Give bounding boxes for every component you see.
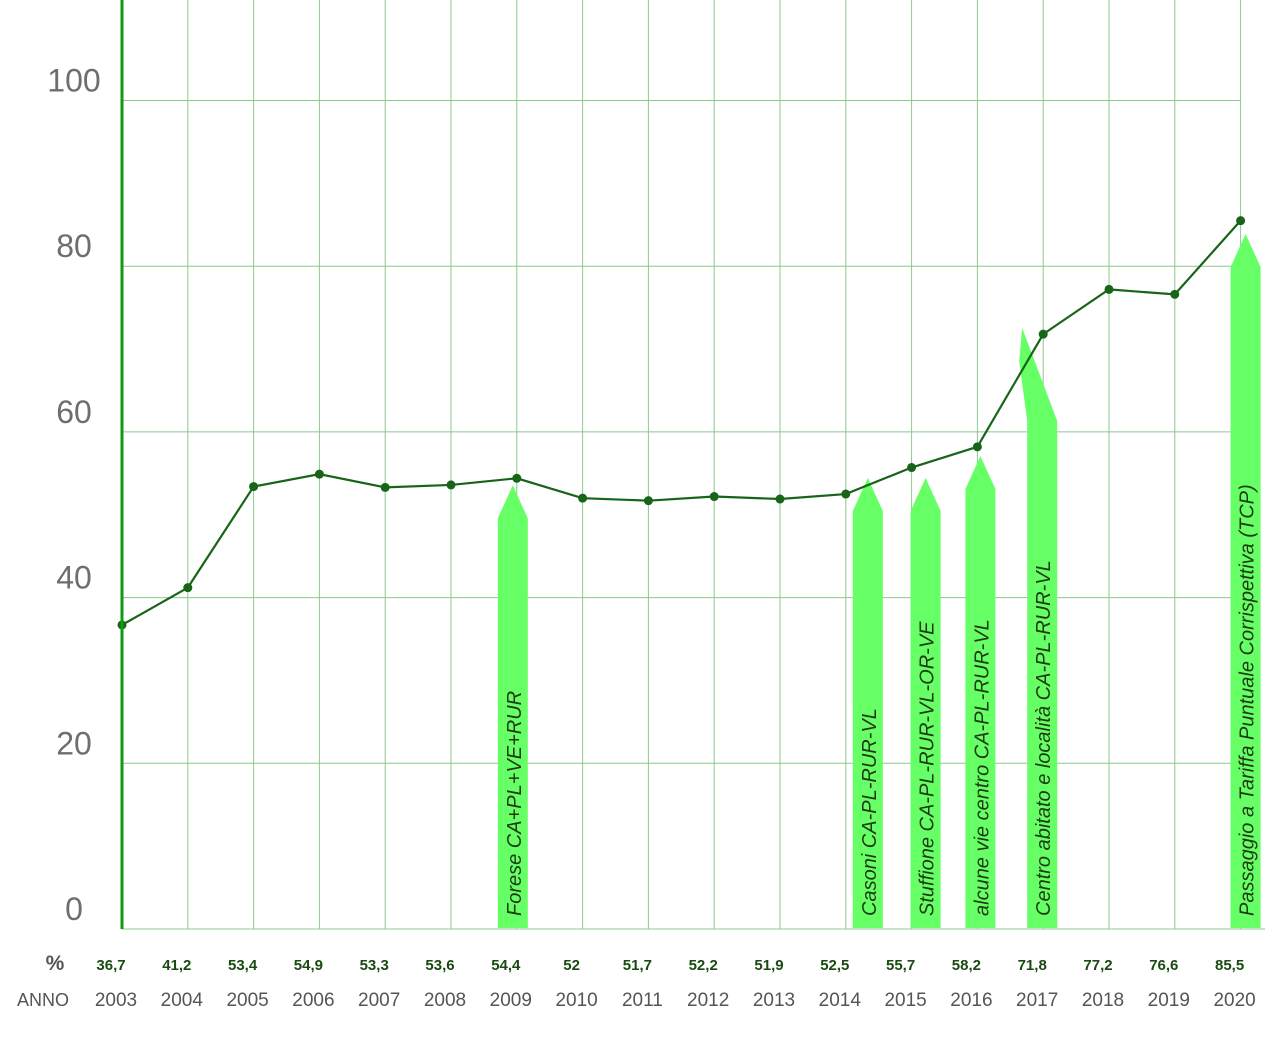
data-point <box>1170 289 1180 299</box>
data-point <box>907 463 917 473</box>
value-label: 85,5 <box>1215 957 1244 974</box>
y-tick-label: 40 <box>56 560 92 596</box>
series <box>117 216 1246 630</box>
year-label: 2015 <box>884 990 926 1011</box>
data-point <box>643 496 653 506</box>
data-point <box>578 493 588 503</box>
data-point <box>512 473 522 483</box>
annotation-label-tcp: Passaggio a Tariffa Puntuale Corrispetti… <box>1237 484 1259 916</box>
value-label: 51,9 <box>754 957 783 974</box>
value-label: 71,8 <box>1018 957 1047 974</box>
year-label: 2008 <box>424 990 466 1011</box>
value-label: 53,4 <box>228 957 258 974</box>
annotation-label-casoni: Casoni CA-PL-RUR-VL <box>859 708 881 916</box>
year-label: 2018 <box>1082 990 1124 1011</box>
annotation-arrow-stuffione <box>910 478 941 928</box>
grid <box>122 0 1265 930</box>
annotation-arrow-centro-abitato <box>1019 328 1058 928</box>
data-point <box>380 482 390 492</box>
value-label: 77,2 <box>1083 957 1112 974</box>
year-label: 2016 <box>950 990 992 1011</box>
value-label: 52 <box>563 957 580 974</box>
y-axis-ticks: 0 20 40 60 80 100 <box>47 63 100 928</box>
year-label: 2009 <box>490 990 532 1011</box>
data-point <box>841 489 851 499</box>
data-point <box>446 480 456 490</box>
value-label: 76,6 <box>1149 957 1178 974</box>
year-label: 2007 <box>358 990 400 1011</box>
data-point <box>1038 329 1048 339</box>
data-point <box>314 469 324 479</box>
year-label: 2006 <box>292 990 334 1011</box>
data-point <box>775 494 785 504</box>
percent-row-label: % <box>46 952 65 975</box>
y-tick-label: 100 <box>47 63 100 99</box>
value-label: 41,2 <box>162 957 191 974</box>
data-point <box>709 492 719 502</box>
y-tick-label: 0 <box>65 891 83 927</box>
annotation-label-stuffione: Stuffione CA-PL-RUR-VL-OR-VE <box>917 621 939 916</box>
year-label: 2010 <box>555 990 597 1011</box>
y-tick-label: 60 <box>56 394 92 430</box>
data-point <box>249 482 259 492</box>
data-point <box>1104 284 1114 294</box>
value-label: 58,2 <box>952 957 981 974</box>
value-row: % 36,7 41,2 53,4 54,9 53,3 53,6 54,4 52 51,7 52,2… <box>46 952 1245 975</box>
annotation-arrow-centro-vie <box>965 456 996 928</box>
annotation-arrow-forese <box>497 485 528 928</box>
year-label: 2013 <box>753 990 795 1011</box>
annotation-label-forese: Forese CA+PL+VE+RUR <box>504 691 526 916</box>
data-point <box>972 442 982 452</box>
value-label: 54,4 <box>491 957 521 974</box>
x-axis-label: ANNO <box>17 990 69 1010</box>
year-label: 2011 <box>622 990 663 1011</box>
y-tick-label: 20 <box>56 725 92 761</box>
year-label: 2005 <box>226 990 268 1011</box>
annotation-arrows: Forese CA+PL+VE+RUR Casoni CA-PL-RUR-VL St… <box>497 234 1261 928</box>
value-label: 52,2 <box>689 957 718 974</box>
year-label: 2014 <box>819 990 862 1011</box>
value-label: 51,7 <box>623 957 652 974</box>
value-label: 53,6 <box>425 957 454 974</box>
year-label: 2019 <box>1148 990 1190 1011</box>
year-label: 2003 <box>95 990 137 1011</box>
value-label: 36,7 <box>96 957 125 974</box>
y-tick-label: 80 <box>56 228 92 264</box>
value-label: 52,5 <box>820 957 849 974</box>
year-label: 2012 <box>687 990 729 1011</box>
data-point <box>1236 216 1246 226</box>
data-point <box>183 583 193 593</box>
year-row: ANNO 2003 2004 2005 2006 2007 2008 2009 2010 201… <box>17 990 1256 1011</box>
annotation-label-centro-vie: alcune vie centro CA-PL-RUR-VL <box>971 619 993 916</box>
value-label: 53,3 <box>360 957 389 974</box>
value-label: 54,9 <box>294 957 323 974</box>
year-label: 2017 <box>1016 990 1058 1011</box>
year-label: 2020 <box>1213 990 1255 1011</box>
value-label: 55,7 <box>886 957 915 974</box>
year-label: 2004 <box>161 990 204 1011</box>
annotation-arrow-casoni <box>852 478 883 928</box>
series-line <box>121 219 1242 626</box>
annotation-arrow-tcp <box>1230 234 1261 928</box>
annotation-label-centro-abitato: Centro abitato e località CA-PL-RUR-VL <box>1033 560 1055 916</box>
